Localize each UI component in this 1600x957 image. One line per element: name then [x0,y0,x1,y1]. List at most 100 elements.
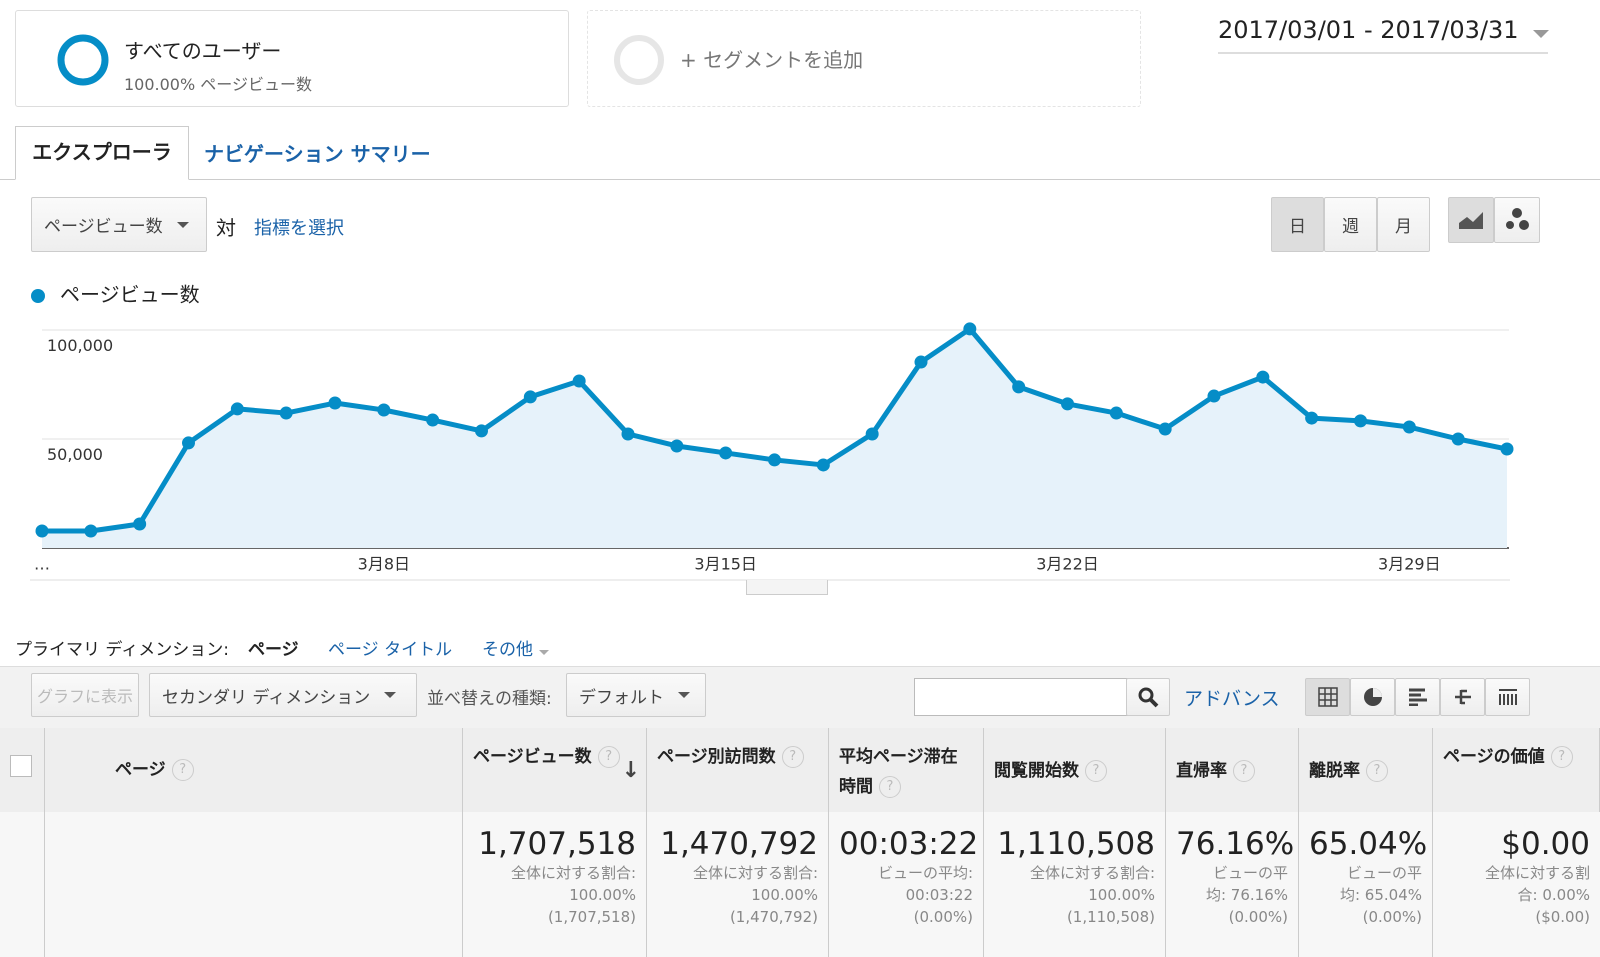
data-point [768,453,781,467]
data-point [914,355,928,369]
total-note: (1,707,518) [547,908,636,926]
legend-label: ページビュー数 [60,283,200,307]
icon [1498,689,1517,705]
segment-icon [57,34,109,86]
total-note: 00:03:22 [905,886,973,904]
total-cell: 1,707,518 全体に対する割合: 100.00% (1,707,518) [463,812,647,957]
advanced-link[interactable]: アドバンス [1184,688,1280,710]
total-cell: 65.04% ビューの平 均: 65.04% (0.00%) [1299,812,1433,957]
data-point [279,406,293,420]
data-point [1109,406,1123,420]
dimension-option[interactable]: ページ タイトル [328,640,453,660]
dimension-option[interactable]: その他 [482,635,549,660]
view-pie[interactable] [1350,678,1395,716]
select-metric[interactable]: 指標を選択 [254,218,344,239]
total-value: 65.04% [1309,826,1428,862]
column-header[interactable]: ページの価値? [1433,728,1600,812]
total-value: 76.16% [1176,826,1295,862]
total-note: 全体に対する割合: [510,864,636,882]
help-icon: ? [1085,760,1107,782]
column-header[interactable]: 平均ページ滞在時間? [829,728,984,812]
total-note: (1,470,792) [729,908,818,926]
column-header[interactable]: ページ別訪問数? [647,728,829,812]
total-cell: 00:03:22 ビューの平均: 00:03:22 (0.00%) [829,812,984,957]
header-text: 直帰率 [1176,761,1227,781]
icon [1459,212,1483,229]
icon [1363,688,1382,706]
total-cell: 76.16% ビューの平 均: 76.16% (0.00%) [1166,812,1299,957]
x-tick-label: 3月8日 [358,555,410,574]
sort-arrow: ↓ [621,758,640,783]
tab[interactable]: ナビゲーション サマリー [204,142,431,166]
date-range[interactable]: 2017/03/01 - 2017/03/31 [1218,16,1549,54]
total-value: 1,470,792 [660,826,818,862]
x-tick-label: 3月15日 [694,555,757,574]
view-compare[interactable] [1440,678,1485,716]
chart-toggle[interactable] [746,580,828,595]
data-point [670,439,684,453]
data-point [963,322,977,336]
icon [1454,689,1471,705]
search-button[interactable] [1126,678,1170,716]
checkbox[interactable] [10,755,32,777]
add-segment[interactable]: + セグメントを追加 [587,10,1141,107]
header-text: ページビュー数 [473,747,592,767]
data-point [816,458,830,472]
date-range-text: 2017/03/01 - 2017/03/31 [1218,16,1519,44]
header-text: ページの価値 [1443,747,1545,767]
data-point [1256,370,1270,384]
cell [0,812,45,957]
data-point [1061,397,1074,411]
total-note: 均: 65.04% [1339,886,1422,904]
total-note: 100.00% [1088,886,1155,904]
tab-rule [0,179,1600,180]
metric-text: ページビュー数 [44,217,163,237]
data-point [182,436,195,450]
secondary-dimension[interactable]: セカンダリ ディメンション [149,673,417,717]
total-note: 全体に対する割 [1484,864,1590,882]
y-tick-label: 100,000 [47,336,113,355]
data-point [426,413,440,427]
tab-active[interactable]: エクスプローラ [15,126,189,180]
total-note: ビューの平 [1212,864,1288,882]
series-area [42,328,1507,548]
data-point [328,396,342,410]
data-point [1207,389,1221,403]
search-input[interactable] [914,678,1128,716]
line-view-button[interactable] [1448,197,1494,243]
period-button[interactable]: 週 [1324,197,1377,252]
view-table[interactable] [1305,678,1350,716]
sort-dropdown[interactable]: デフォルト [566,673,706,717]
data-point [719,446,733,460]
total-note: (0.00%) [1228,908,1288,926]
period-button[interactable]: 日 [1271,197,1324,252]
segment-icon [614,35,664,85]
icon [1138,687,1159,708]
chart-row-button[interactable]: グラフに表示 [31,673,139,717]
data-point [133,517,147,531]
sort-label: 並べ替えの種類: [427,689,552,709]
total-note: 全体に対する割合: [1029,864,1155,882]
help-icon: ? [171,759,194,781]
period-button[interactable]: 月 [1377,197,1430,252]
column-header[interactable]: 直帰率? [1166,728,1299,812]
help-icon: ? [1233,760,1255,782]
header-text: 閲覧開始数 [994,761,1079,781]
metric-dropdown[interactable]: ページビュー数 [31,197,207,252]
column-header[interactable]: ページ? [45,728,463,812]
column-header[interactable]: ページビュー数? ↓ [463,728,647,812]
column-header[interactable]: 閲覧開始数? [984,728,1166,812]
column-header[interactable]: 離脱率? [1299,728,1433,812]
total-cell: $0.00 全体に対する割 合: 0.00% ($0.00) [1433,812,1600,957]
view-pivot[interactable] [1485,678,1530,716]
segment-card[interactable]: すべてのユーザー 100.00% ページビュー数 [15,10,569,107]
total-note: 合: 0.00% [1517,886,1590,904]
view-bar[interactable] [1395,678,1440,716]
motion-view-button[interactable] [1494,197,1540,243]
total-note: ビューの平 [1346,864,1422,882]
icon [1408,688,1427,706]
total-note: (1,110,508) [1066,908,1155,926]
data-point [1451,432,1465,446]
data-point [523,390,537,404]
